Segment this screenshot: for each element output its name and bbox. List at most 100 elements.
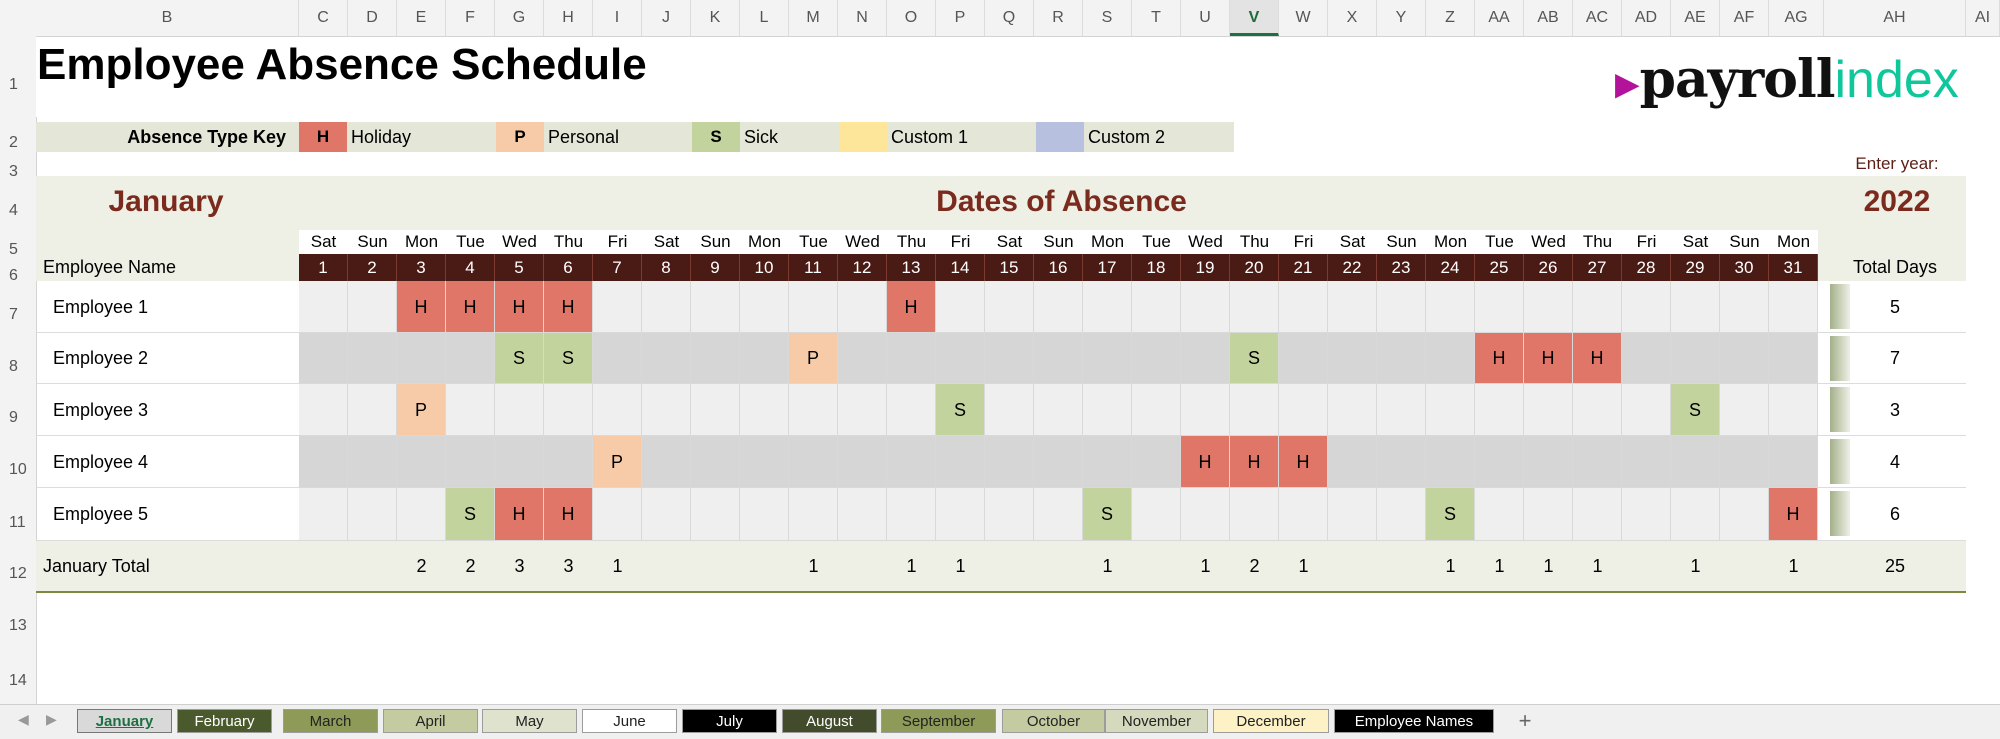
absence-cell[interactable] bbox=[1132, 384, 1181, 436]
column-header-af[interactable]: AF bbox=[1720, 0, 1769, 36]
absence-cell[interactable] bbox=[397, 488, 446, 541]
absence-cell[interactable] bbox=[593, 384, 642, 436]
absence-cell[interactable] bbox=[1083, 436, 1132, 488]
sheet-tab-april[interactable]: April bbox=[383, 709, 478, 733]
column-header-ai[interactable]: AI bbox=[1966, 0, 2000, 36]
column-header-ad[interactable]: AD bbox=[1622, 0, 1671, 36]
absence-cell[interactable] bbox=[1622, 281, 1671, 333]
absence-cell[interactable] bbox=[1573, 281, 1622, 333]
absence-cell[interactable] bbox=[1671, 488, 1720, 541]
absence-cell[interactable] bbox=[985, 384, 1034, 436]
sheet-tab-june[interactable]: June bbox=[582, 709, 677, 733]
column-header-z[interactable]: Z bbox=[1426, 0, 1475, 36]
absence-cell[interactable] bbox=[348, 333, 397, 384]
absence-cell[interactable] bbox=[1426, 384, 1475, 436]
absence-cell[interactable] bbox=[1034, 436, 1083, 488]
absence-cell[interactable]: H bbox=[1181, 436, 1230, 488]
row-header-7[interactable]: 7 bbox=[9, 306, 18, 323]
absence-cell[interactable] bbox=[642, 281, 691, 333]
absence-cell[interactable] bbox=[1328, 333, 1377, 384]
absence-cell[interactable] bbox=[1720, 384, 1769, 436]
absence-cell[interactable]: H bbox=[397, 281, 446, 333]
row-header-4[interactable]: 4 bbox=[9, 202, 18, 219]
row-header-12[interactable]: 12 bbox=[9, 565, 27, 582]
absence-cell[interactable] bbox=[1671, 333, 1720, 384]
absence-cell[interactable] bbox=[299, 333, 348, 384]
column-header-ab[interactable]: AB bbox=[1524, 0, 1573, 36]
column-header-t[interactable]: T bbox=[1132, 0, 1181, 36]
absence-cell[interactable] bbox=[789, 281, 838, 333]
absence-cell[interactable] bbox=[936, 488, 985, 541]
row-header-9[interactable]: 9 bbox=[9, 409, 18, 426]
absence-cell[interactable] bbox=[1328, 384, 1377, 436]
absence-cell[interactable] bbox=[348, 436, 397, 488]
absence-cell[interactable]: H bbox=[544, 281, 593, 333]
column-header-y[interactable]: Y bbox=[1377, 0, 1426, 36]
absence-cell[interactable] bbox=[936, 281, 985, 333]
absence-cell[interactable] bbox=[985, 436, 1034, 488]
absence-cell[interactable] bbox=[1083, 384, 1132, 436]
absence-cell[interactable] bbox=[838, 384, 887, 436]
row-header-11[interactable]: 11 bbox=[9, 514, 26, 531]
absence-cell[interactable] bbox=[642, 488, 691, 541]
sheet-tab-may[interactable]: May bbox=[482, 709, 577, 733]
row-header-10[interactable]: 10 bbox=[9, 461, 27, 478]
absence-cell[interactable]: P bbox=[397, 384, 446, 436]
absence-cell[interactable] bbox=[1034, 384, 1083, 436]
column-header-h[interactable]: H bbox=[544, 0, 593, 36]
absence-cell[interactable]: S bbox=[495, 333, 544, 384]
absence-cell[interactable] bbox=[838, 281, 887, 333]
absence-cell[interactable] bbox=[1622, 333, 1671, 384]
absence-cell[interactable]: H bbox=[1475, 333, 1524, 384]
absence-cell[interactable] bbox=[1181, 488, 1230, 541]
absence-cell[interactable] bbox=[1475, 384, 1524, 436]
column-header-j[interactable]: J bbox=[642, 0, 691, 36]
absence-cell[interactable] bbox=[740, 488, 789, 541]
absence-cell[interactable] bbox=[446, 384, 495, 436]
absence-cell[interactable] bbox=[985, 333, 1034, 384]
absence-cell[interactable]: P bbox=[593, 436, 642, 488]
absence-cell[interactable] bbox=[1769, 281, 1818, 333]
absence-cell[interactable] bbox=[1377, 333, 1426, 384]
row-header-6[interactable]: 6 bbox=[9, 267, 18, 284]
absence-cell[interactable] bbox=[1279, 384, 1328, 436]
column-header-o[interactable]: O bbox=[887, 0, 936, 36]
absence-cell[interactable] bbox=[985, 281, 1034, 333]
absence-cell[interactable] bbox=[593, 488, 642, 541]
absence-cell[interactable] bbox=[789, 384, 838, 436]
absence-cell[interactable] bbox=[1573, 436, 1622, 488]
absence-cell[interactable]: S bbox=[544, 333, 593, 384]
scroll-right-icon[interactable]: ▶ bbox=[46, 711, 57, 727]
column-header-v[interactable]: V bbox=[1230, 0, 1279, 36]
absence-cell[interactable]: H bbox=[1279, 436, 1328, 488]
absence-cell[interactable]: S bbox=[446, 488, 495, 541]
absence-cell[interactable] bbox=[348, 384, 397, 436]
absence-cell[interactable] bbox=[1524, 436, 1573, 488]
column-header-m[interactable]: M bbox=[789, 0, 838, 36]
absence-cell[interactable] bbox=[495, 436, 544, 488]
absence-cell[interactable]: H bbox=[495, 488, 544, 541]
absence-cell[interactable] bbox=[1573, 488, 1622, 541]
absence-cell[interactable] bbox=[1377, 281, 1426, 333]
absence-cell[interactable] bbox=[1132, 488, 1181, 541]
absence-cell[interactable] bbox=[985, 488, 1034, 541]
row-header-5[interactable]: 5 bbox=[9, 241, 18, 258]
absence-cell[interactable]: S bbox=[1083, 488, 1132, 541]
column-header-i[interactable]: I bbox=[593, 0, 642, 36]
absence-cell[interactable]: H bbox=[495, 281, 544, 333]
row-header-14[interactable]: 14 bbox=[9, 672, 27, 689]
absence-cell[interactable] bbox=[1279, 281, 1328, 333]
absence-cell[interactable] bbox=[691, 281, 740, 333]
absence-cell[interactable] bbox=[1622, 436, 1671, 488]
sheet-tab-august[interactable]: August bbox=[782, 709, 877, 733]
absence-cell[interactable] bbox=[544, 436, 593, 488]
absence-cell[interactable] bbox=[740, 384, 789, 436]
column-header-ac[interactable]: AC bbox=[1573, 0, 1622, 36]
absence-cell[interactable] bbox=[1328, 436, 1377, 488]
column-header-n[interactable]: N bbox=[838, 0, 887, 36]
absence-cell[interactable] bbox=[1230, 281, 1279, 333]
absence-cell[interactable] bbox=[740, 436, 789, 488]
absence-cell[interactable]: H bbox=[1769, 488, 1818, 541]
column-header-k[interactable]: K bbox=[691, 0, 740, 36]
absence-cell[interactable] bbox=[1573, 384, 1622, 436]
